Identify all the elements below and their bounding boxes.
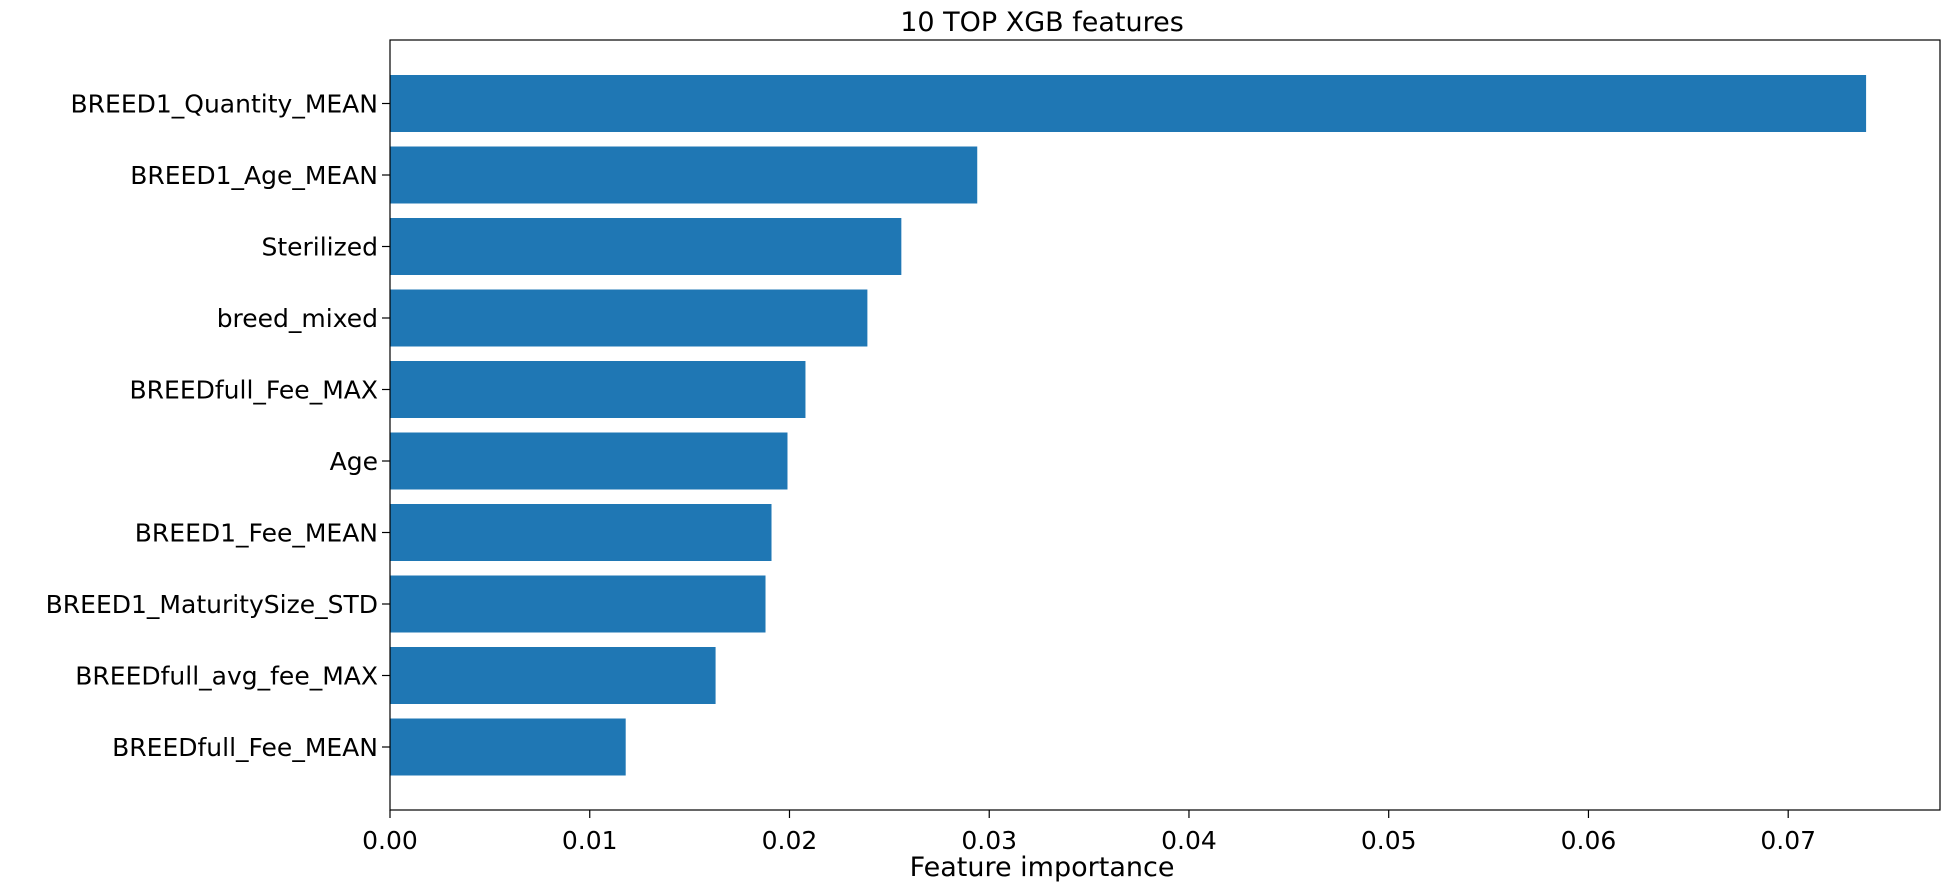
x-axis-label: Feature importance bbox=[910, 852, 1175, 883]
bar-breed1-fee-mean bbox=[390, 504, 772, 561]
y-tick-label: BREED1_Fee_MEAN bbox=[135, 519, 378, 548]
bar-breedfull-fee-max bbox=[390, 361, 806, 418]
y-tick-label: BREEDfull_Fee_MEAN bbox=[112, 733, 378, 762]
x-tick-label: 0.05 bbox=[1361, 826, 1417, 855]
y-axis-ticks: BREED1_Quantity_MEAN BREED1_Age_MEAN Steri… bbox=[46, 90, 390, 762]
x-axis-ticks: 0.00 0.01 0.02 0.03 0.04 0.05 0.06 0.07 bbox=[362, 810, 1816, 855]
bar-sterilized bbox=[390, 218, 902, 275]
x-tick-label: 0.00 bbox=[362, 826, 418, 855]
bar-breedfull-fee-mean bbox=[390, 718, 626, 776]
y-tick-label: BREED1_Quantity_MEAN bbox=[71, 90, 378, 119]
x-tick-label: 0.04 bbox=[1161, 826, 1217, 855]
x-tick-label: 0.01 bbox=[562, 826, 618, 855]
x-tick-label: 0.02 bbox=[762, 826, 818, 855]
x-tick-label: 0.07 bbox=[1760, 826, 1816, 855]
x-tick-label: 0.06 bbox=[1561, 826, 1617, 855]
chart-title: 10 TOP XGB features bbox=[900, 7, 1184, 38]
bar-breed1-quantity-mean bbox=[390, 75, 1867, 132]
y-tick-label: Age bbox=[330, 447, 378, 476]
bar-breed1-maturitysize-std bbox=[390, 575, 766, 633]
plot-frame bbox=[389, 39, 1941, 811]
y-tick-label: BREEDfull_avg_fee_MAX bbox=[75, 662, 378, 691]
bar-age bbox=[390, 432, 788, 490]
y-tick-label: Sterilized bbox=[261, 233, 378, 262]
x-tick-label: 0.03 bbox=[961, 826, 1017, 855]
y-tick-label: BREED1_Age_MEAN bbox=[130, 161, 378, 190]
y-tick-label: BREED1_MaturitySize_STD bbox=[46, 590, 378, 619]
bar-breed1-age-mean bbox=[390, 146, 978, 204]
bars-group bbox=[390, 75, 1867, 776]
bar-breed-mixed bbox=[390, 289, 868, 347]
bar-breedfull-avg-fee-max bbox=[390, 647, 716, 704]
y-tick-label: breed_mixed bbox=[217, 304, 378, 333]
y-tick-label: BREEDfull_Fee_MAX bbox=[130, 376, 378, 405]
